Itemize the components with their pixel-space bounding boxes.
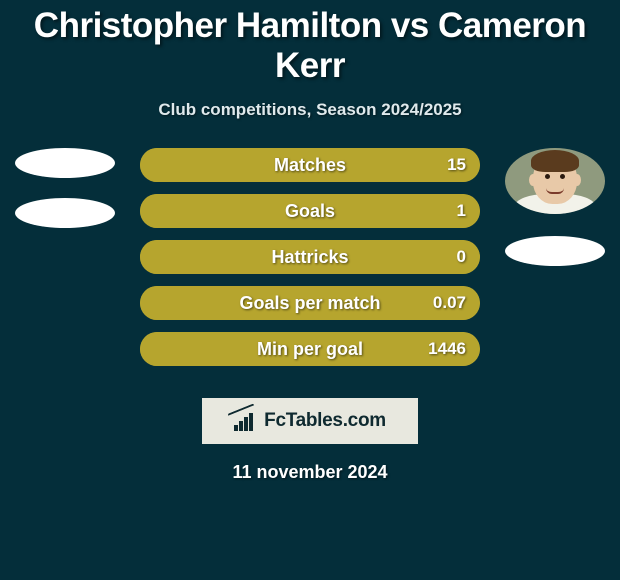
player-right-avatar xyxy=(505,148,605,214)
page-title: Christopher Hamilton vs Cameron Kerr xyxy=(0,0,620,86)
stat-label: Goals xyxy=(140,194,480,228)
stat-label: Matches xyxy=(140,148,480,182)
footer-date: 11 november 2024 xyxy=(0,462,620,483)
player-right-column xyxy=(500,148,610,286)
brand-badge: FcTables.com xyxy=(202,398,418,444)
bar-chart-icon xyxy=(234,411,258,431)
stat-row: Goals1 xyxy=(140,194,480,228)
player-right-shadow-ellipse xyxy=(505,236,605,266)
stat-row: Min per goal1446 xyxy=(140,332,480,366)
stat-row: Matches15 xyxy=(140,148,480,182)
stat-value-right: 0 xyxy=(457,240,466,274)
player-left-column xyxy=(10,148,120,248)
player-left-shadow-ellipse xyxy=(15,198,115,228)
stat-row: Hattricks0 xyxy=(140,240,480,274)
stat-value-right: 15 xyxy=(447,148,466,182)
avatar-eye xyxy=(545,174,550,179)
page-subtitle: Club competitions, Season 2024/2025 xyxy=(0,100,620,120)
avatar-hair xyxy=(531,150,579,172)
stat-label: Goals per match xyxy=(140,286,480,320)
comparison-content: Matches15 Goals1 Hattricks0 Goals per match… xyxy=(0,148,620,388)
stat-value-right: 1446 xyxy=(428,332,466,366)
brand-text: FcTables.com xyxy=(264,410,386,432)
player-left-avatar-placeholder xyxy=(15,148,115,178)
comparison-infographic: Christopher Hamilton vs Cameron Kerr Clu… xyxy=(0,0,620,580)
stat-value-right: 1 xyxy=(457,194,466,228)
avatar-eye xyxy=(560,174,565,179)
stat-row: Goals per match0.07 xyxy=(140,286,480,320)
stat-bars: Matches15 Goals1 Hattricks0 Goals per match… xyxy=(140,148,480,378)
stat-label: Hattricks xyxy=(140,240,480,274)
stat-value-right: 0.07 xyxy=(433,286,466,320)
